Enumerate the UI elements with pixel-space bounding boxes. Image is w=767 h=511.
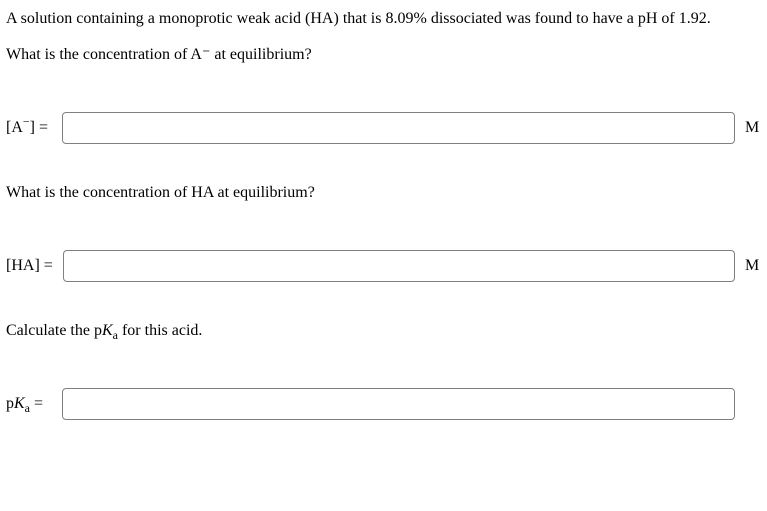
problem-intro: A solution containing a monoprotic weak … <box>6 8 761 30</box>
question-3-text: Calculate the pKa for this acid. <box>6 322 761 340</box>
label-a-minus: [A−] = <box>6 119 52 137</box>
intro-percent: 8.09% <box>385 10 426 27</box>
answer-row-1: [A−] = M <box>6 112 761 144</box>
label-ha: [HA] = <box>6 257 53 275</box>
intro-text-post: . <box>707 10 711 27</box>
question-1-text: What is the concentration of A⁻ at equil… <box>6 44 761 64</box>
input-a-minus-concentration[interactable] <box>62 112 735 144</box>
intro-ph: 1.92 <box>679 10 707 27</box>
answer-row-2: [HA] = M <box>6 250 761 282</box>
input-pka[interactable] <box>62 388 735 420</box>
input-ha-concentration[interactable] <box>63 250 735 282</box>
unit-m-2: M <box>745 257 761 275</box>
label-pka: pKa = <box>6 395 52 413</box>
answer-row-3: pKa = <box>6 388 761 420</box>
intro-text-pre: A solution containing a monoprotic weak … <box>6 10 385 27</box>
question-2-text: What is the concentration of HA at equil… <box>6 184 761 202</box>
unit-m-1: M <box>745 119 761 137</box>
intro-text-mid: dissociated was found to have a pH of <box>427 10 679 27</box>
